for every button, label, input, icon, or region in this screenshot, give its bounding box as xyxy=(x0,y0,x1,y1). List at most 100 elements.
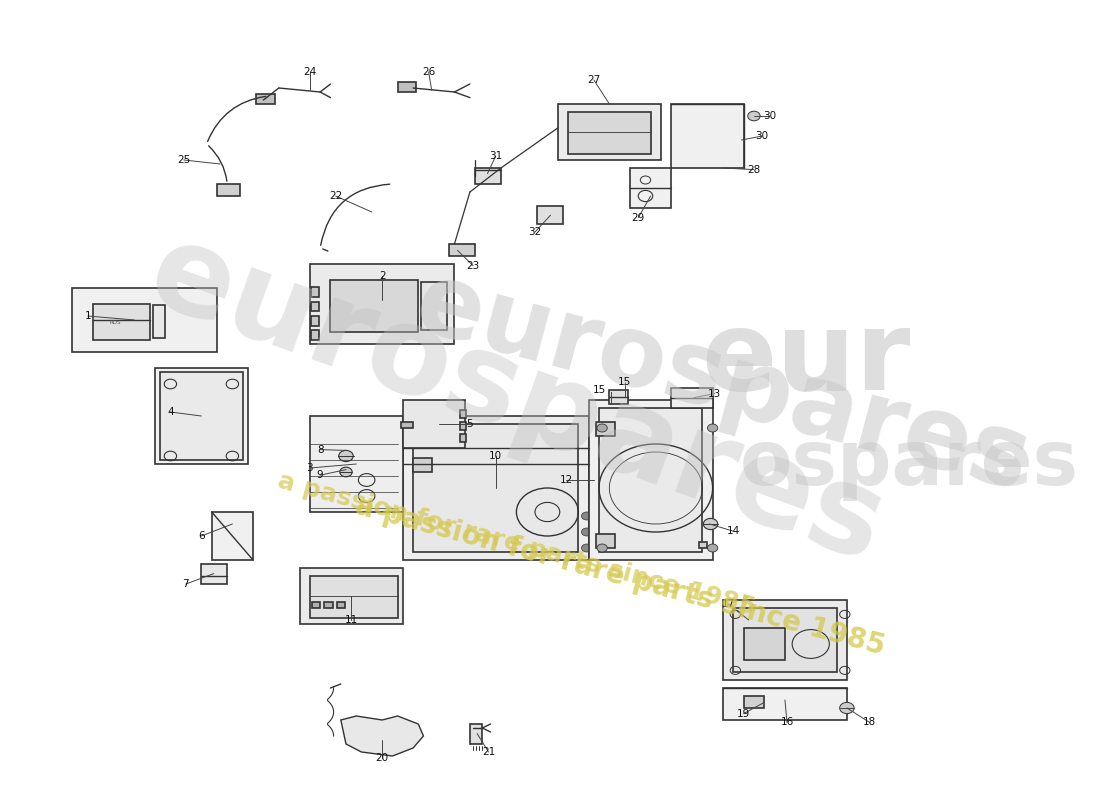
Text: 19: 19 xyxy=(737,709,750,718)
Bar xyxy=(421,282,448,330)
Bar xyxy=(460,410,465,418)
Bar xyxy=(310,264,454,344)
Text: 30: 30 xyxy=(756,131,769,141)
Circle shape xyxy=(703,518,718,530)
Bar xyxy=(155,368,248,464)
Bar xyxy=(310,576,397,618)
Bar xyxy=(153,305,165,338)
Polygon shape xyxy=(341,716,424,756)
Bar xyxy=(310,416,403,512)
Circle shape xyxy=(339,450,353,462)
Bar xyxy=(460,422,465,430)
Circle shape xyxy=(582,544,592,552)
Text: 11: 11 xyxy=(344,615,358,625)
Text: eur: eur xyxy=(701,306,911,414)
Bar xyxy=(558,104,661,160)
Text: 31: 31 xyxy=(490,151,503,161)
Bar xyxy=(161,372,243,460)
Text: 6: 6 xyxy=(198,531,205,541)
Bar xyxy=(311,330,319,340)
Bar xyxy=(312,602,320,608)
Circle shape xyxy=(582,528,592,536)
Text: 10: 10 xyxy=(490,451,503,461)
Bar xyxy=(400,422,414,428)
Bar xyxy=(311,287,319,297)
Bar xyxy=(311,302,319,311)
Bar xyxy=(609,390,628,404)
Bar xyxy=(671,104,744,168)
Bar xyxy=(596,422,615,436)
Bar xyxy=(330,280,418,332)
Bar xyxy=(568,112,651,154)
Text: 30: 30 xyxy=(763,111,776,121)
Text: 1: 1 xyxy=(85,311,91,321)
Bar xyxy=(311,316,319,326)
Text: 28: 28 xyxy=(747,165,760,174)
Bar xyxy=(337,602,345,608)
Bar xyxy=(475,168,500,184)
Text: 5: 5 xyxy=(466,419,473,429)
Text: a passion for rare parts since 1985: a passion for rare parts since 1985 xyxy=(352,492,888,660)
Text: eurospares: eurospares xyxy=(133,213,900,587)
Bar xyxy=(596,534,615,548)
Text: 7: 7 xyxy=(183,579,189,589)
Text: 26: 26 xyxy=(422,67,436,77)
Bar xyxy=(460,434,465,442)
Text: 24: 24 xyxy=(304,67,317,77)
Bar xyxy=(723,688,847,720)
Bar xyxy=(744,696,764,708)
Text: 8: 8 xyxy=(317,445,323,454)
Bar xyxy=(414,424,579,552)
Bar xyxy=(324,602,332,608)
Bar xyxy=(299,568,403,624)
Bar xyxy=(211,512,253,560)
Text: 18: 18 xyxy=(864,718,877,727)
Bar xyxy=(201,564,228,584)
Text: ospares: ospares xyxy=(739,427,1078,501)
Bar xyxy=(600,408,702,552)
Bar xyxy=(403,416,588,560)
Text: a passion for rare parts since 1985: a passion for rare parts since 1985 xyxy=(275,469,758,619)
Text: 4: 4 xyxy=(167,407,174,417)
Bar xyxy=(94,304,150,340)
Text: 27: 27 xyxy=(587,75,601,85)
Circle shape xyxy=(582,512,592,520)
Bar xyxy=(403,400,465,448)
Text: 2: 2 xyxy=(378,271,385,281)
Circle shape xyxy=(839,702,854,714)
Bar xyxy=(470,724,482,744)
Circle shape xyxy=(707,424,718,432)
Bar xyxy=(73,288,217,352)
Text: 16: 16 xyxy=(780,718,793,727)
Text: 21: 21 xyxy=(482,747,495,757)
Bar xyxy=(217,184,240,196)
Bar xyxy=(414,458,431,472)
Text: 13: 13 xyxy=(708,389,722,398)
Text: 14: 14 xyxy=(727,526,740,536)
Bar xyxy=(734,608,837,672)
Bar xyxy=(256,94,275,104)
Text: 23: 23 xyxy=(466,261,480,270)
Bar xyxy=(744,628,785,660)
Text: 9: 9 xyxy=(317,470,323,480)
Text: 3: 3 xyxy=(307,463,314,473)
Text: eurospares: eurospares xyxy=(405,255,1041,513)
Bar xyxy=(449,244,475,256)
Circle shape xyxy=(597,424,607,432)
Text: 12: 12 xyxy=(559,475,573,485)
Circle shape xyxy=(748,111,760,121)
Bar xyxy=(671,388,713,408)
Text: 32: 32 xyxy=(528,227,541,237)
Bar xyxy=(397,82,416,92)
Text: 29: 29 xyxy=(631,213,645,222)
Bar xyxy=(588,400,713,560)
Text: 22: 22 xyxy=(329,191,342,201)
Bar xyxy=(700,542,707,548)
Text: 20: 20 xyxy=(375,754,388,763)
Circle shape xyxy=(707,544,718,552)
Text: 15: 15 xyxy=(618,378,631,387)
Text: RDS: RDS xyxy=(110,320,121,325)
Text: 17: 17 xyxy=(722,599,735,609)
Text: 25: 25 xyxy=(177,155,190,165)
Bar xyxy=(630,168,671,208)
